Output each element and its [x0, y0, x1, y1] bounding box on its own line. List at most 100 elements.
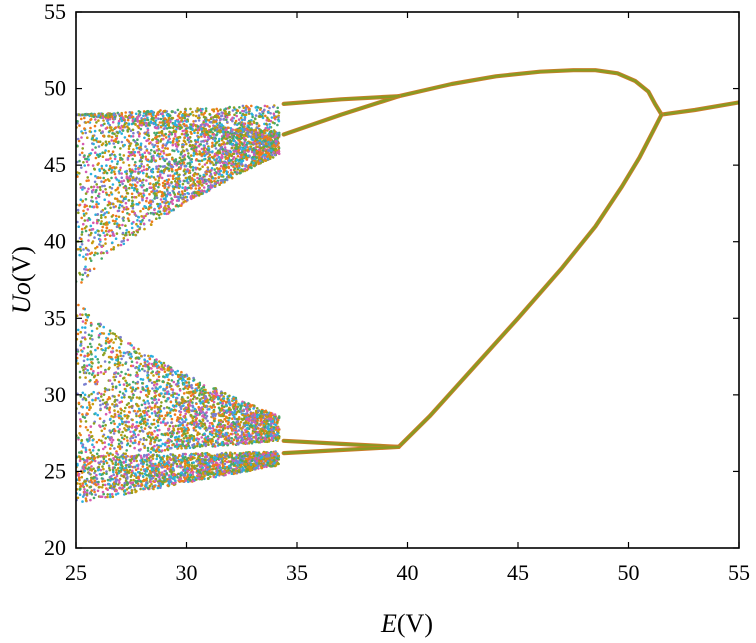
scatter-point	[84, 337, 87, 341]
scatter-point	[84, 376, 87, 379]
scatter-point	[95, 203, 98, 206]
scatter-point	[270, 116, 274, 119]
scatter-point	[267, 118, 271, 121]
scatter-point	[255, 126, 259, 130]
scatter-point	[230, 159, 233, 162]
scatter-point	[87, 187, 90, 191]
scatter-point	[176, 379, 180, 383]
scatter-point	[232, 139, 236, 142]
scatter-point	[187, 381, 191, 384]
scatter-point	[183, 110, 187, 114]
scatter-point	[160, 401, 163, 404]
scatter-point	[189, 127, 192, 130]
scatter-point	[106, 223, 109, 226]
scatter-point	[137, 191, 140, 195]
scatter-point	[199, 177, 203, 180]
scatter-point	[94, 348, 97, 352]
scatter-point	[243, 118, 246, 121]
scatter-point	[173, 172, 177, 175]
scatter-point	[86, 273, 90, 277]
scatter-point	[253, 164, 256, 168]
scatter-point	[84, 420, 88, 423]
scatter-point	[154, 426, 157, 429]
scatter-point	[170, 417, 174, 421]
scatter-point	[118, 383, 122, 387]
scatter-point	[217, 112, 221, 116]
scatter-point	[219, 146, 223, 149]
scatter-point	[89, 324, 93, 327]
scatter-point	[165, 157, 168, 161]
scatter-point	[146, 360, 149, 363]
scatter-point	[134, 161, 137, 164]
scatter-point	[176, 108, 180, 112]
scatter-point	[103, 390, 107, 393]
scatter-point	[232, 156, 236, 159]
scatter-point	[153, 187, 156, 190]
scatter-point	[86, 428, 89, 432]
scatter-point	[98, 234, 102, 237]
scatter-point	[235, 114, 238, 118]
scatter-point	[81, 199, 85, 203]
scatter-point	[235, 111, 238, 115]
scatter-point	[127, 150, 131, 154]
scatter-point	[110, 115, 114, 118]
scatter-point	[197, 184, 200, 187]
scatter-point	[153, 429, 156, 433]
scatter-point	[200, 127, 203, 130]
scatter-point	[207, 186, 210, 189]
scatter-point	[209, 391, 212, 395]
scatter-point	[111, 438, 115, 442]
scatter-point	[192, 166, 195, 169]
scatter-point	[186, 422, 190, 425]
scatter-point	[111, 183, 115, 186]
scatter-point	[115, 334, 118, 338]
scatter-point	[115, 451, 118, 455]
scatter-point	[158, 428, 161, 432]
scatter-point	[245, 104, 248, 108]
scatter-point	[274, 140, 278, 143]
scatter-point	[220, 114, 223, 118]
scatter-point	[117, 394, 121, 397]
scatter-point	[84, 170, 88, 174]
scatter-point	[131, 176, 135, 180]
scatter-point	[85, 160, 89, 163]
scatter-point	[113, 145, 116, 149]
scatter-point	[241, 109, 244, 113]
scatter-point	[101, 155, 105, 158]
scatter-point	[100, 164, 104, 168]
scatter-point	[239, 116, 243, 120]
scatter-point	[182, 387, 185, 391]
scatter-point	[158, 210, 162, 213]
scatter-point	[141, 378, 145, 381]
scatter-point	[221, 166, 225, 170]
scatter-point	[126, 138, 129, 142]
scatter-point	[132, 122, 135, 125]
scatter-point	[146, 376, 150, 379]
scatter-point	[187, 186, 191, 190]
scatter-point	[94, 382, 97, 386]
scatter-point	[79, 249, 83, 252]
scatter-point	[113, 413, 117, 416]
scatter-point	[84, 198, 88, 201]
scatter-point	[111, 150, 115, 153]
scatter-point	[224, 178, 227, 181]
scatter-point	[220, 111, 223, 114]
scatter-point	[186, 431, 189, 435]
scatter-point	[166, 447, 169, 451]
scatter-point	[163, 109, 167, 113]
scatter-point	[175, 396, 179, 400]
scatter-point	[165, 406, 169, 409]
scatter-point	[92, 267, 96, 271]
scatter-point	[214, 177, 217, 180]
scatter-point	[86, 136, 89, 139]
scatter-point	[139, 354, 143, 358]
scatter-point	[108, 429, 111, 432]
scatter-point	[161, 442, 164, 446]
scatter-point	[172, 137, 176, 140]
scatter-point	[105, 193, 109, 196]
scatter-point	[212, 133, 216, 136]
scatter-point	[110, 135, 114, 139]
scatter-point	[167, 167, 170, 170]
scatter-point	[186, 181, 190, 184]
scatter-point	[80, 216, 83, 220]
